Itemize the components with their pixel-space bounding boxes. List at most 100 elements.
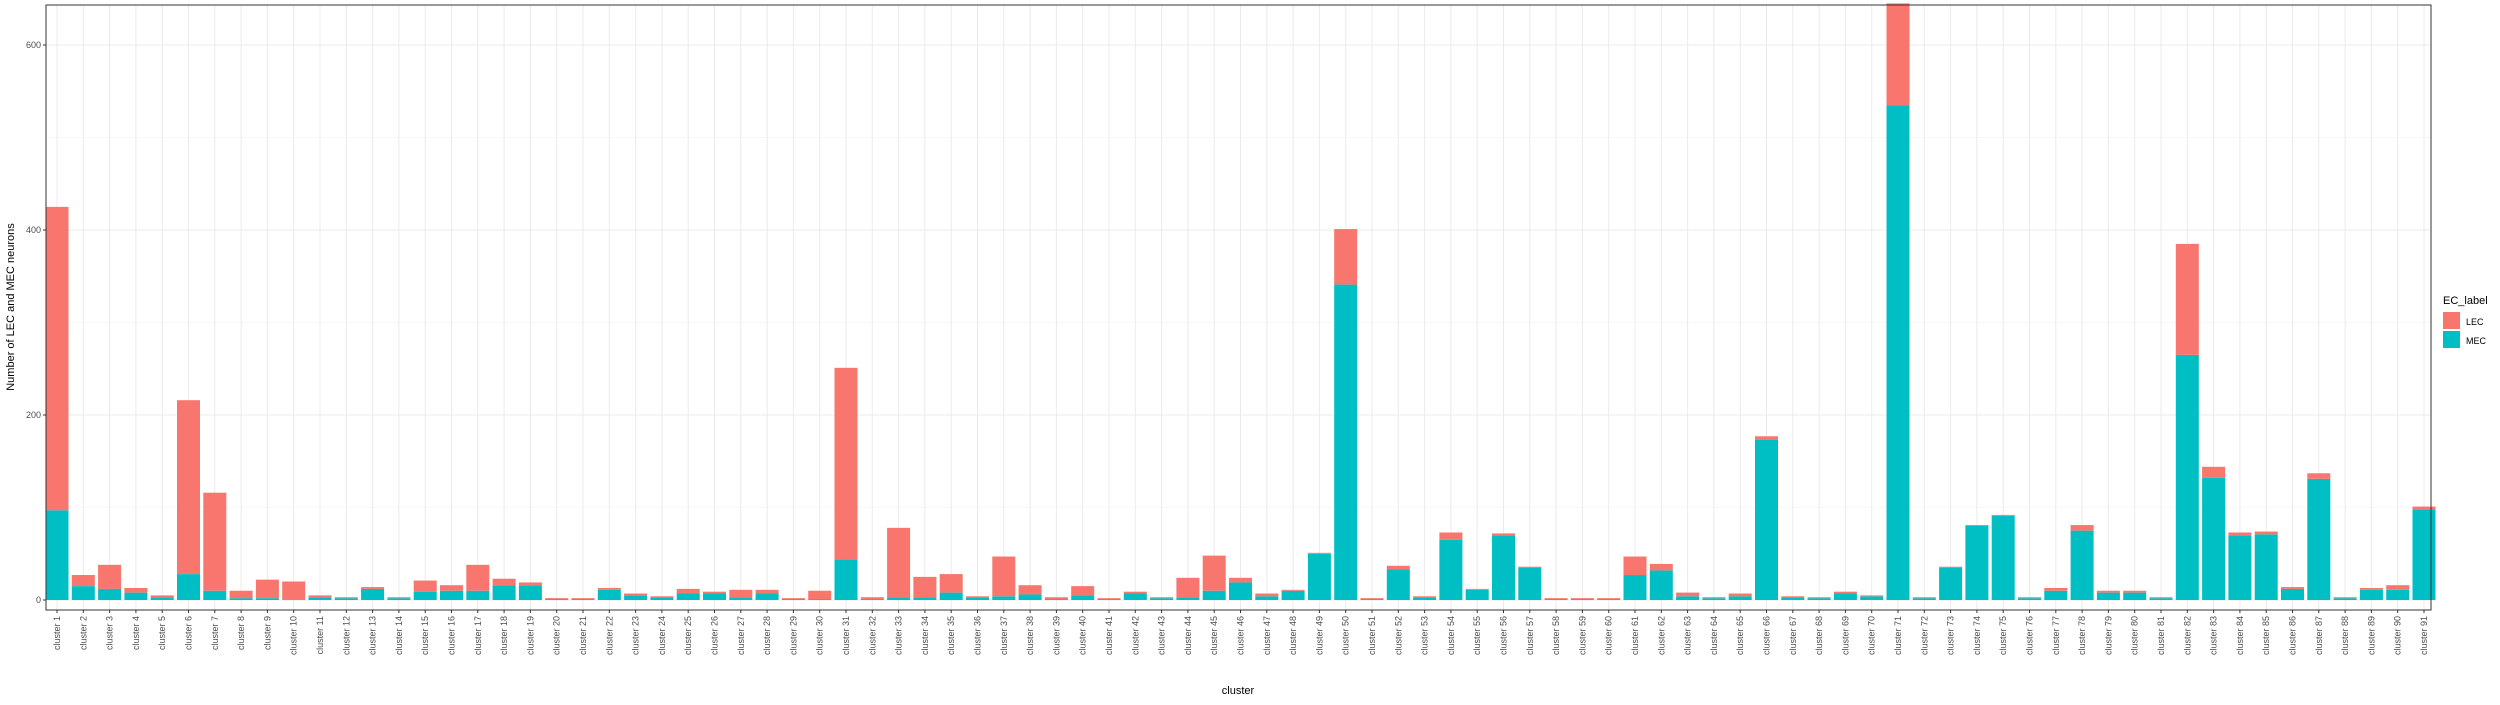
- bar-mec: [229, 598, 253, 600]
- bar-lec: [2386, 585, 2410, 590]
- bar-lec: [1439, 532, 1463, 540]
- x-tick-label: cluster 67: [1788, 616, 1798, 655]
- bar-lec: [1833, 591, 1857, 594]
- x-tick-label: cluster 44: [1183, 616, 1193, 655]
- bar-lec: [1544, 598, 1568, 600]
- bar-mec: [1307, 553, 1331, 600]
- x-tick-label: cluster 65: [1735, 616, 1745, 655]
- bar-mec: [545, 599, 569, 600]
- legend: EC_label LEC MEC: [2443, 295, 2488, 348]
- bar-lec: [597, 587, 621, 590]
- bar-lec: [1281, 589, 1305, 591]
- bar-lec: [1623, 556, 1647, 576]
- x-tick-label: cluster 4: [131, 616, 141, 650]
- bar-lec: [466, 564, 490, 591]
- x-tick-label: cluster 3: [105, 616, 115, 650]
- x-tick-label: cluster 62: [1656, 616, 1666, 655]
- bar-lec: [229, 590, 253, 599]
- bar-mec: [1281, 590, 1305, 600]
- y-tick-label: 400: [26, 225, 41, 235]
- bar-lec: [1044, 597, 1068, 600]
- bar-mec: [1570, 599, 1594, 600]
- bar-mec: [808, 599, 832, 600]
- bar-mec: [440, 590, 463, 600]
- bar-lec: [1518, 566, 1542, 568]
- bar-lec: [1807, 597, 1831, 599]
- bar-lec: [2254, 531, 2278, 535]
- x-tick-label: cluster 22: [604, 616, 614, 655]
- x-tick-label: cluster 23: [631, 616, 641, 655]
- bar-lec: [966, 596, 989, 598]
- bar-lec: [1781, 596, 1805, 598]
- bar-mec: [492, 585, 516, 600]
- bar-mec: [2149, 598, 2173, 600]
- bar-lec: [1702, 597, 1726, 599]
- y-tick-label: 600: [26, 40, 41, 50]
- bar-lec: [1676, 592, 1700, 597]
- x-tick-label: cluster 82: [2182, 616, 2192, 655]
- bar-mec: [887, 597, 911, 600]
- bar-lec: [1018, 585, 1042, 595]
- bar-mec: [2333, 598, 2357, 600]
- x-tick-label: cluster 78: [2077, 616, 2087, 655]
- bar-mec: [1334, 284, 1358, 600]
- x-tick-label: cluster 63: [1683, 616, 1693, 655]
- bar-mec: [781, 599, 805, 600]
- x-tick-label: cluster 81: [2156, 616, 2166, 655]
- bar-lec: [887, 527, 911, 598]
- bar-mec: [71, 586, 95, 600]
- bar-mec: [1597, 599, 1621, 600]
- x-tick-label: cluster 56: [1499, 616, 1509, 655]
- bar-lec: [1939, 566, 1963, 568]
- bar-lec: [308, 595, 332, 598]
- bar-lec: [440, 585, 463, 591]
- bar-mec: [2228, 535, 2252, 600]
- x-tick-label: cluster 64: [1709, 616, 1719, 655]
- x-tick-label: cluster 14: [394, 616, 404, 655]
- legend-label-mec: MEC: [2466, 336, 2487, 346]
- y-tick-label: 0: [36, 595, 41, 605]
- x-tick-label: cluster 60: [1604, 616, 1614, 655]
- bar-lec: [1860, 595, 1884, 597]
- x-tick-label: cluster 52: [1393, 616, 1403, 655]
- x-tick-label: cluster 18: [499, 616, 509, 655]
- bar-lec: [729, 589, 753, 598]
- x-tick-label: cluster 57: [1525, 616, 1535, 655]
- legend-title: EC_label: [2443, 295, 2488, 307]
- x-tick-label: cluster 9: [262, 616, 272, 650]
- bar-lec: [1886, 3, 1910, 106]
- bar-lec: [2070, 525, 2094, 531]
- y-axis: 0 200 400 600: [26, 40, 46, 605]
- bar-lec: [334, 597, 358, 599]
- x-tick-label: cluster 24: [657, 616, 667, 655]
- x-tick-label: cluster 76: [2025, 616, 2035, 655]
- bar-mec: [624, 595, 648, 600]
- bar-lec: [1202, 555, 1226, 591]
- bar-lec: [1176, 577, 1200, 598]
- bar-lec: [387, 597, 411, 599]
- x-tick-label: cluster 84: [2235, 616, 2245, 655]
- bar-lec: [913, 576, 937, 598]
- bar-mec: [1649, 570, 1673, 600]
- x-tick-label: cluster 31: [841, 616, 851, 655]
- legend-label-lec: LEC: [2466, 317, 2484, 327]
- bar-mec: [413, 591, 437, 600]
- bar-mec: [1728, 596, 1752, 600]
- x-tick-label: cluster 79: [2103, 616, 2113, 655]
- bar-mec: [2254, 534, 2278, 600]
- x-tick-label: cluster 48: [1288, 616, 1298, 655]
- x-tick-label: cluster 50: [1341, 616, 1351, 655]
- x-tick-label: cluster 12: [341, 616, 351, 655]
- bar-mec: [1492, 535, 1515, 600]
- bar-mec: [939, 592, 963, 600]
- bar-mec: [1202, 590, 1226, 600]
- x-tick-label: cluster 55: [1472, 616, 1482, 655]
- bar-lec: [1360, 598, 1384, 600]
- bar-lec: [1386, 565, 1410, 570]
- bar-mec: [255, 598, 279, 600]
- x-tick-label: cluster 59: [1577, 616, 1587, 655]
- bar-mec: [676, 593, 700, 600]
- x-tick-label: cluster 36: [973, 616, 983, 655]
- x-tick-label: cluster 33: [894, 616, 904, 655]
- bar-mec: [2044, 590, 2068, 600]
